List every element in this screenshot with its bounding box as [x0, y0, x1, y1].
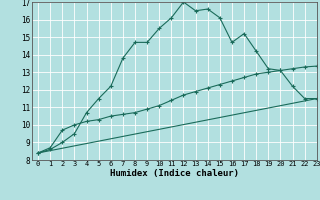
X-axis label: Humidex (Indice chaleur): Humidex (Indice chaleur): [110, 169, 239, 178]
